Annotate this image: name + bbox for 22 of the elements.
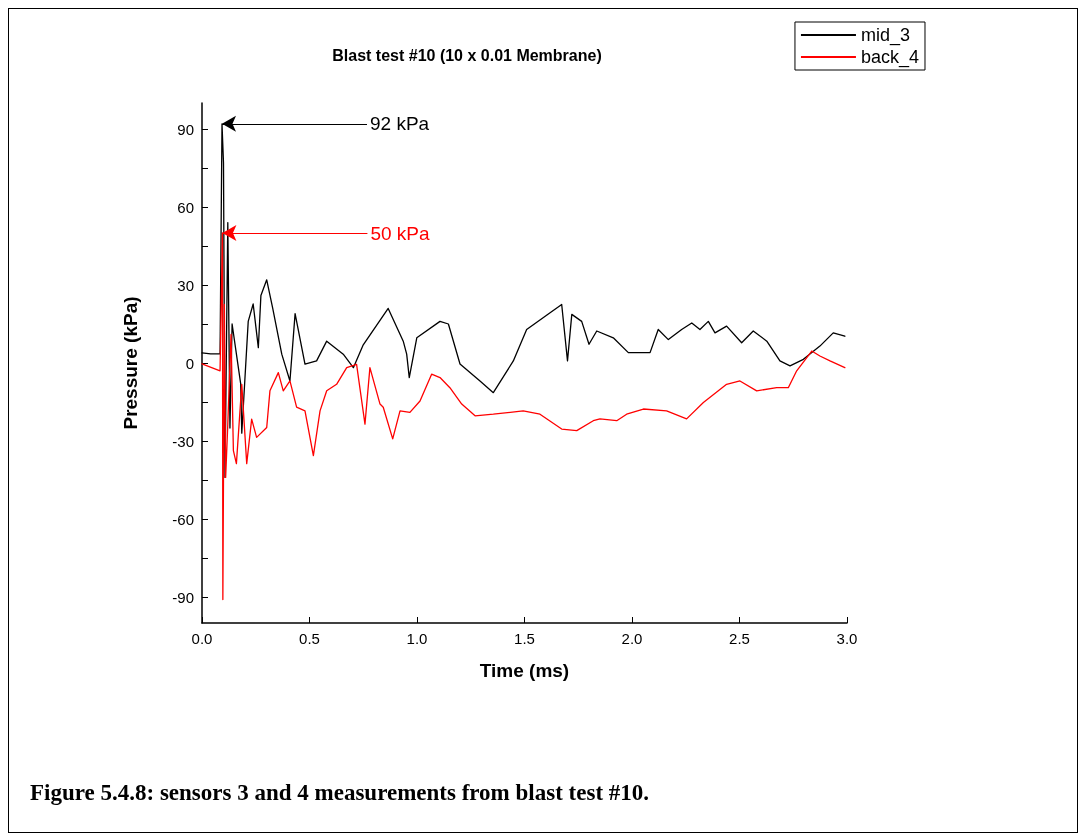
x-tick-label: 0.0 <box>191 630 213 647</box>
legend-label: mid_3 <box>860 25 910 46</box>
x-tick-label: 1.0 <box>406 630 428 647</box>
x-tick-label: 2.0 <box>621 630 643 647</box>
x-tick-label: 3.0 <box>836 630 858 647</box>
annotation: 92 kPa <box>369 113 430 135</box>
legend-label: back_4 <box>860 47 919 68</box>
y-tick-label: -90 <box>172 588 194 606</box>
y-tick-label: -30 <box>172 432 194 450</box>
y-tick-label: 90 <box>177 120 194 138</box>
y-tick-label: -60 <box>172 510 194 528</box>
x-axis-title: Time (ms) <box>479 660 570 681</box>
x-tick-label: 2.5 <box>729 630 750 647</box>
y-tick-label: 30 <box>177 276 194 294</box>
y-axis-title: Pressure (kPa) <box>120 296 141 430</box>
caption: Figure 5.4.8: sensors 3 and 4 measurements from blast test #10. <box>30 780 650 806</box>
y-tick-label: 0 <box>185 354 194 372</box>
x-tick-label: 0.5 <box>299 630 320 647</box>
annotation: 50 kPa <box>370 222 431 244</box>
y-tick-label: 60 <box>177 198 194 216</box>
x-tick-label: 1.5 <box>514 630 535 647</box>
chart-title: Blast test #10 (10 x 0.01 Membrane) <box>332 46 602 64</box>
